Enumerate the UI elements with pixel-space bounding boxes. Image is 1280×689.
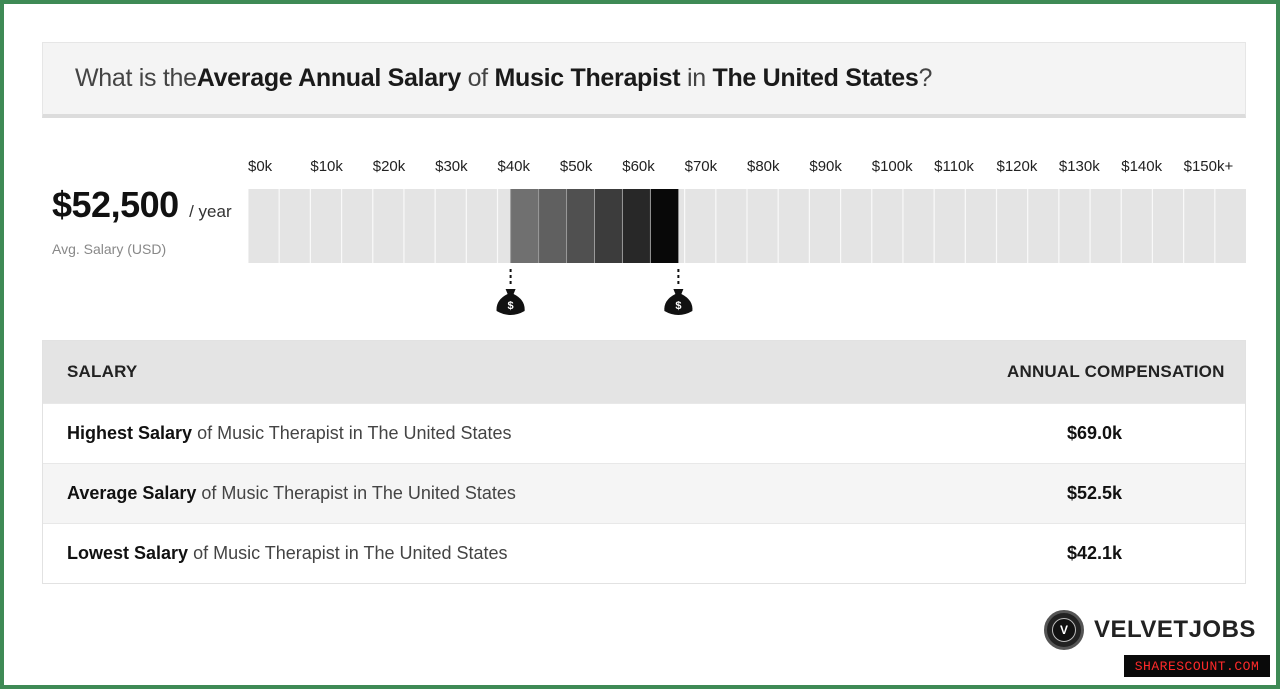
row-label: Highest Salary of Music Therapist in The… (43, 423, 1067, 444)
title-part-1: What is the (75, 64, 197, 92)
tick-label: $0k (248, 158, 273, 175)
title-part-7: ? (918, 64, 933, 92)
marker-symbol: $ (675, 300, 681, 312)
table-row-lowest: Lowest Salary of Music Therapist in The … (43, 523, 1245, 583)
tick-label: $60k (622, 158, 655, 175)
table-row-highest: Highest Salary of Music Therapist in The… (43, 403, 1245, 463)
salary-table: SALARY ANNUAL COMPENSATION Highest Salar… (42, 340, 1246, 584)
title-part-4: Music Therapist (494, 64, 681, 92)
tick-label: $140k (1121, 158, 1162, 175)
velvetjobs-logo-icon: V (1044, 610, 1084, 650)
title-part-6: The United States (712, 64, 919, 92)
money-bag-low-icon (496, 289, 525, 315)
row-value: $52.5k (1067, 483, 1123, 503)
row-value: $42.1k (1067, 543, 1123, 563)
tick-label: $90k (809, 158, 842, 175)
money-bag-high-icon (664, 289, 693, 315)
average-salary-label: Avg. Salary (USD) (52, 241, 167, 257)
row-label-bold: Lowest Salary (67, 543, 189, 563)
average-salary: $52,500 / year (52, 184, 232, 226)
tick-label: $100k (872, 158, 913, 175)
salary-range-segment (594, 189, 623, 263)
logo-letter: V (1052, 618, 1076, 642)
salary-range-segment (510, 189, 539, 263)
salary-range-segment (566, 189, 595, 263)
row-label-rest: of Music Therapist in The United States (188, 543, 508, 563)
row-label: Average Salary of Music Therapist in The… (43, 483, 1067, 504)
brand-name: VELVETJOBS (1094, 616, 1256, 643)
page-title: What is the Average Annual Salary of Mus… (42, 42, 1246, 118)
tick-label: $40k (498, 158, 531, 175)
table-header: SALARY ANNUAL COMPENSATION (43, 341, 1245, 403)
tick-label: $110k (934, 158, 974, 175)
row-label: Lowest Salary of Music Therapist in The … (43, 543, 1067, 564)
tick-label: $50k (560, 158, 593, 175)
velvetjobs-brand[interactable]: V VELVETJOBS (1044, 610, 1256, 650)
title-part-2: Average Annual Salary (196, 64, 461, 92)
title-part-5: in (680, 64, 713, 92)
salary-range-segment (650, 189, 679, 263)
row-label-bold: Highest Salary (67, 423, 193, 443)
average-salary-period: / year (189, 202, 232, 221)
tick-label: $130k (1059, 158, 1100, 175)
tick-label: $150k+ (1184, 158, 1234, 175)
salary-range-segment (622, 189, 651, 263)
title-part-3: of (460, 64, 495, 92)
tick-label: $120k (997, 158, 1038, 175)
watermark: SHARESCOUNT.COM (1124, 655, 1270, 677)
tick-label: $20k (373, 158, 406, 175)
row-value: $69.0k (1067, 423, 1123, 443)
salary-range-chart: $0k $10k $20k $30k $40k $50k $60k $70k $80k $90k $… (247, 158, 1246, 315)
marker-symbol: $ (508, 300, 514, 312)
table-row-average: Average Salary of Music Therapist in The… (43, 463, 1245, 523)
row-label-bold: Average Salary (67, 483, 197, 503)
row-label-rest: of Music Therapist in The United States (196, 483, 516, 503)
tick-label: $80k (747, 158, 780, 175)
header-salary: SALARY (67, 362, 138, 381)
salary-range-segment (538, 189, 567, 263)
tick-label: $10k (310, 158, 343, 175)
tick-label: $70k (685, 158, 718, 175)
average-salary-amount: $52,500 (52, 184, 179, 225)
row-label-rest: of Music Therapist in The United States (192, 423, 512, 443)
tick-label: $30k (435, 158, 468, 175)
header-annual-compensation: ANNUAL COMPENSATION (1007, 362, 1225, 381)
